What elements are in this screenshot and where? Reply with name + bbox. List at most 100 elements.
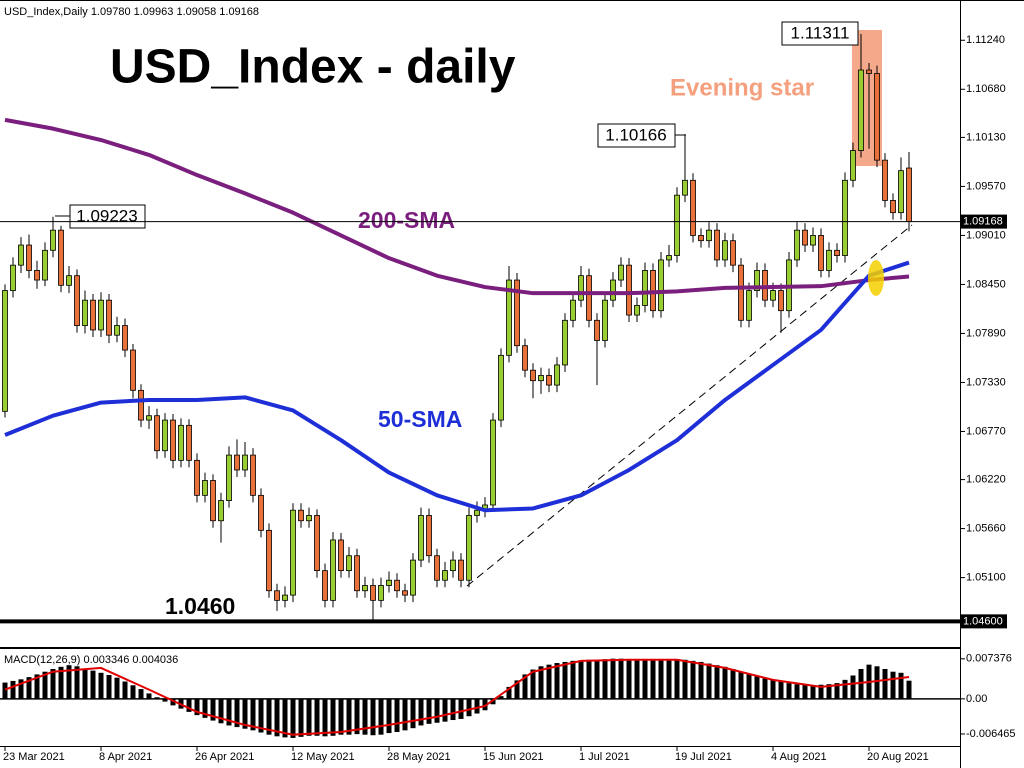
support-price-label: 1.04600 <box>963 615 1003 627</box>
x-tick-label: 23 Mar 2021 <box>3 751 65 763</box>
candle-body <box>18 244 24 266</box>
candle-body <box>322 570 328 601</box>
x-tick-label: 12 May 2021 <box>291 751 355 763</box>
x-tick-label: 19 Jul 2021 <box>675 751 732 763</box>
candle-body <box>282 594 288 601</box>
y-tick-label: 1.05100 <box>966 572 1006 584</box>
candle-body <box>626 264 632 316</box>
macd-bar <box>450 698 456 721</box>
macd-bar <box>618 658 624 699</box>
candle-body <box>546 375 552 386</box>
macd-bar <box>810 685 816 699</box>
candle-body <box>506 279 512 356</box>
chart-title: USD_Index - daily <box>110 41 516 94</box>
candle-body <box>178 424 184 461</box>
macd-bar <box>906 680 912 699</box>
macd-bar <box>74 666 80 699</box>
x-tick-label: 28 May 2021 <box>387 751 451 763</box>
callout-label: 1.11311 <box>791 23 850 42</box>
macd-bar <box>426 698 432 724</box>
macd-bar <box>2 682 8 699</box>
macd-bar <box>642 659 648 699</box>
candle-body <box>770 290 776 301</box>
macd-bar <box>594 659 600 699</box>
macd-bar <box>850 675 856 699</box>
current-price-label: 1.09168 <box>963 215 1003 227</box>
candle-body <box>346 555 352 572</box>
macd-bar <box>354 698 360 735</box>
y-tick-label: 1.06220 <box>966 473 1006 485</box>
candle-body <box>66 275 72 286</box>
macd-bar <box>882 669 888 699</box>
candle-body <box>898 170 904 214</box>
sma-label: 200-SMA <box>358 207 455 233</box>
macd-bar <box>42 671 48 699</box>
candle-body <box>722 240 728 261</box>
macd-bar <box>498 696 504 699</box>
candle-body <box>874 73 880 161</box>
macd-bar <box>226 698 232 726</box>
candle-body <box>98 299 104 331</box>
candle-body <box>474 509 480 516</box>
candle-body <box>130 349 136 391</box>
macd-bar <box>394 698 400 732</box>
macd-bar <box>434 698 440 723</box>
candle-body <box>810 235 816 246</box>
candle-body <box>218 500 224 522</box>
candle-body <box>26 244 32 271</box>
signal-line <box>4 658 910 736</box>
macd-bar <box>698 661 704 699</box>
callout-box <box>597 123 676 148</box>
candle-body <box>466 515 472 581</box>
macd-bar <box>234 698 240 728</box>
macd-bar <box>562 661 568 699</box>
candle-body <box>490 419 496 506</box>
candle-body <box>154 415 160 452</box>
data-layer <box>0 34 960 738</box>
candle-body <box>306 515 312 522</box>
x-tick-label: 15 Jun 2021 <box>483 751 544 763</box>
macd-bar <box>402 698 408 731</box>
y-tick-label: 0.007376 <box>966 653 1012 665</box>
candle-body <box>426 515 432 557</box>
candle-body <box>194 459 200 496</box>
candle-body <box>818 235 824 271</box>
candle-body <box>418 515 424 561</box>
macd-bar <box>370 698 376 736</box>
candle-body <box>706 229 712 242</box>
macd-bar <box>714 665 720 699</box>
sma-label: 50-SMA <box>378 406 462 432</box>
support-price-box <box>961 614 1007 629</box>
callout-box <box>781 21 859 46</box>
y-tick-label: 1.09010 <box>966 229 1006 241</box>
macd-bar <box>66 665 72 699</box>
macd-bar <box>482 698 488 711</box>
macd-bar <box>538 666 544 699</box>
candle-body <box>258 494 264 531</box>
candle-body <box>458 559 464 581</box>
candle-body <box>186 424 192 461</box>
macd-bar <box>122 681 128 699</box>
macd-bar <box>106 674 112 699</box>
callout-label: 1.09223 <box>76 206 137 225</box>
candle-body <box>690 179 696 236</box>
macd-bar <box>602 659 608 699</box>
candle-body <box>234 454 240 471</box>
macd-bar <box>202 698 208 718</box>
sma-line <box>4 117 910 296</box>
candle-body <box>170 419 176 461</box>
macd-bar <box>666 659 672 699</box>
macd-bar <box>778 681 784 699</box>
chart-subtitle: USD_Index,Daily 1.09780 1.09963 1.09058 … <box>4 6 259 18</box>
candle-body <box>394 579 400 592</box>
candle-body <box>890 200 896 214</box>
macd-bar <box>506 686 512 699</box>
candle-body <box>266 529 272 592</box>
candle-body <box>50 229 56 251</box>
macd-bar <box>282 698 288 738</box>
sma-line <box>4 260 910 513</box>
candle-body <box>522 345 528 371</box>
macd-bar <box>210 698 216 721</box>
macd-bar <box>186 698 192 712</box>
candle-body <box>618 264 624 281</box>
